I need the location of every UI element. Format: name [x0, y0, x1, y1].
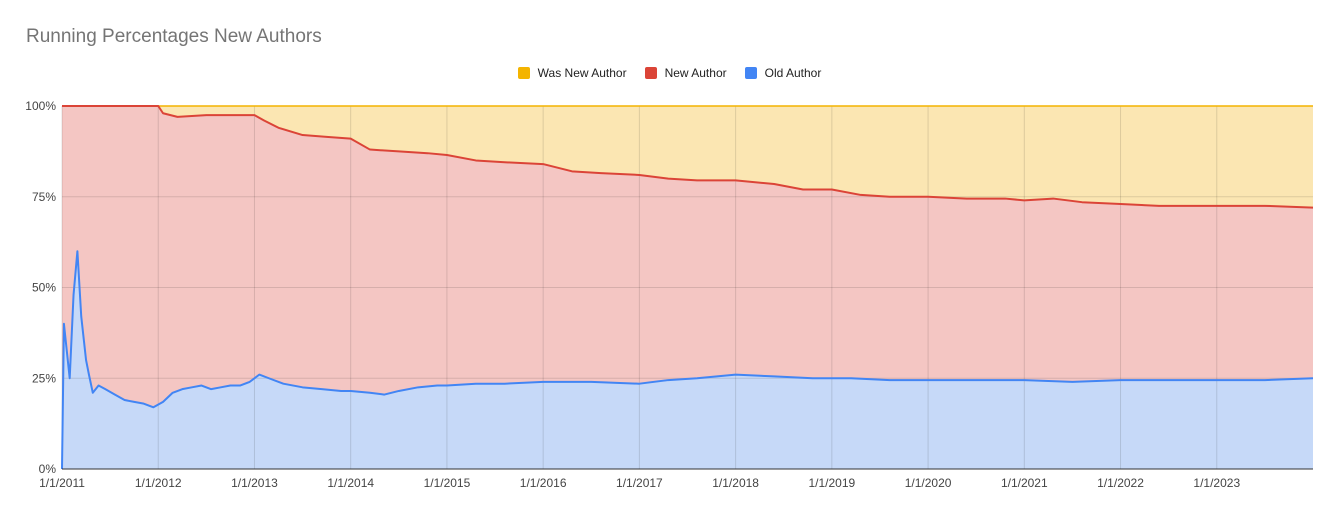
- x-tick-label: 1/1/2013: [231, 476, 278, 490]
- legend-label-new-author: New Author: [664, 66, 727, 80]
- x-tick-label: 1/1/2011: [39, 476, 85, 490]
- x-tick-label: 1/1/2023: [1193, 476, 1240, 490]
- y-tick-label: 25%: [32, 371, 56, 385]
- x-tick-label: 1/1/2017: [616, 476, 663, 490]
- series-line-old-author: [61, 250, 1314, 470]
- x-tick-label: 1/1/2019: [808, 476, 855, 490]
- y-tick-label: 0%: [39, 462, 57, 476]
- x-tick-label: 1/1/2020: [905, 476, 952, 490]
- legend-label-old-author: Old Author: [764, 66, 822, 80]
- legend-swatch-old-author: [744, 67, 757, 79]
- legend-swatch-was-new-author: [517, 67, 530, 79]
- legend-item-old-author[interactable]: Old Author: [744, 66, 822, 80]
- area-new-author: [62, 106, 1313, 469]
- x-tick-label: 1/1/2021: [1001, 476, 1048, 490]
- legend: Was New Author New Author Old Author: [0, 66, 1339, 80]
- legend-swatch-new-author: [644, 67, 657, 79]
- x-tick-label: 1/1/2018: [712, 476, 759, 490]
- x-tick-label: 1/1/2015: [424, 476, 471, 490]
- x-tick-label: 1/1/2022: [1097, 476, 1144, 490]
- x-tick-label: 1/1/2014: [327, 476, 374, 490]
- series-line-new-author: [62, 105, 1314, 209]
- legend-label-was-new-author: Was New Author: [537, 66, 627, 80]
- chart-title: Running Percentages New Authors: [26, 26, 322, 47]
- x-tick-label: 1/1/2016: [520, 476, 567, 490]
- y-tick-label: 100%: [25, 99, 56, 113]
- y-tick-label: 50%: [32, 281, 56, 295]
- legend-item-was-new-author[interactable]: Was New Author: [517, 66, 627, 80]
- area-old-author: [62, 251, 1313, 469]
- y-tick-label: 75%: [32, 190, 56, 204]
- legend-item-new-author[interactable]: New Author: [644, 66, 727, 80]
- x-tick-label: 1/1/2012: [135, 476, 182, 490]
